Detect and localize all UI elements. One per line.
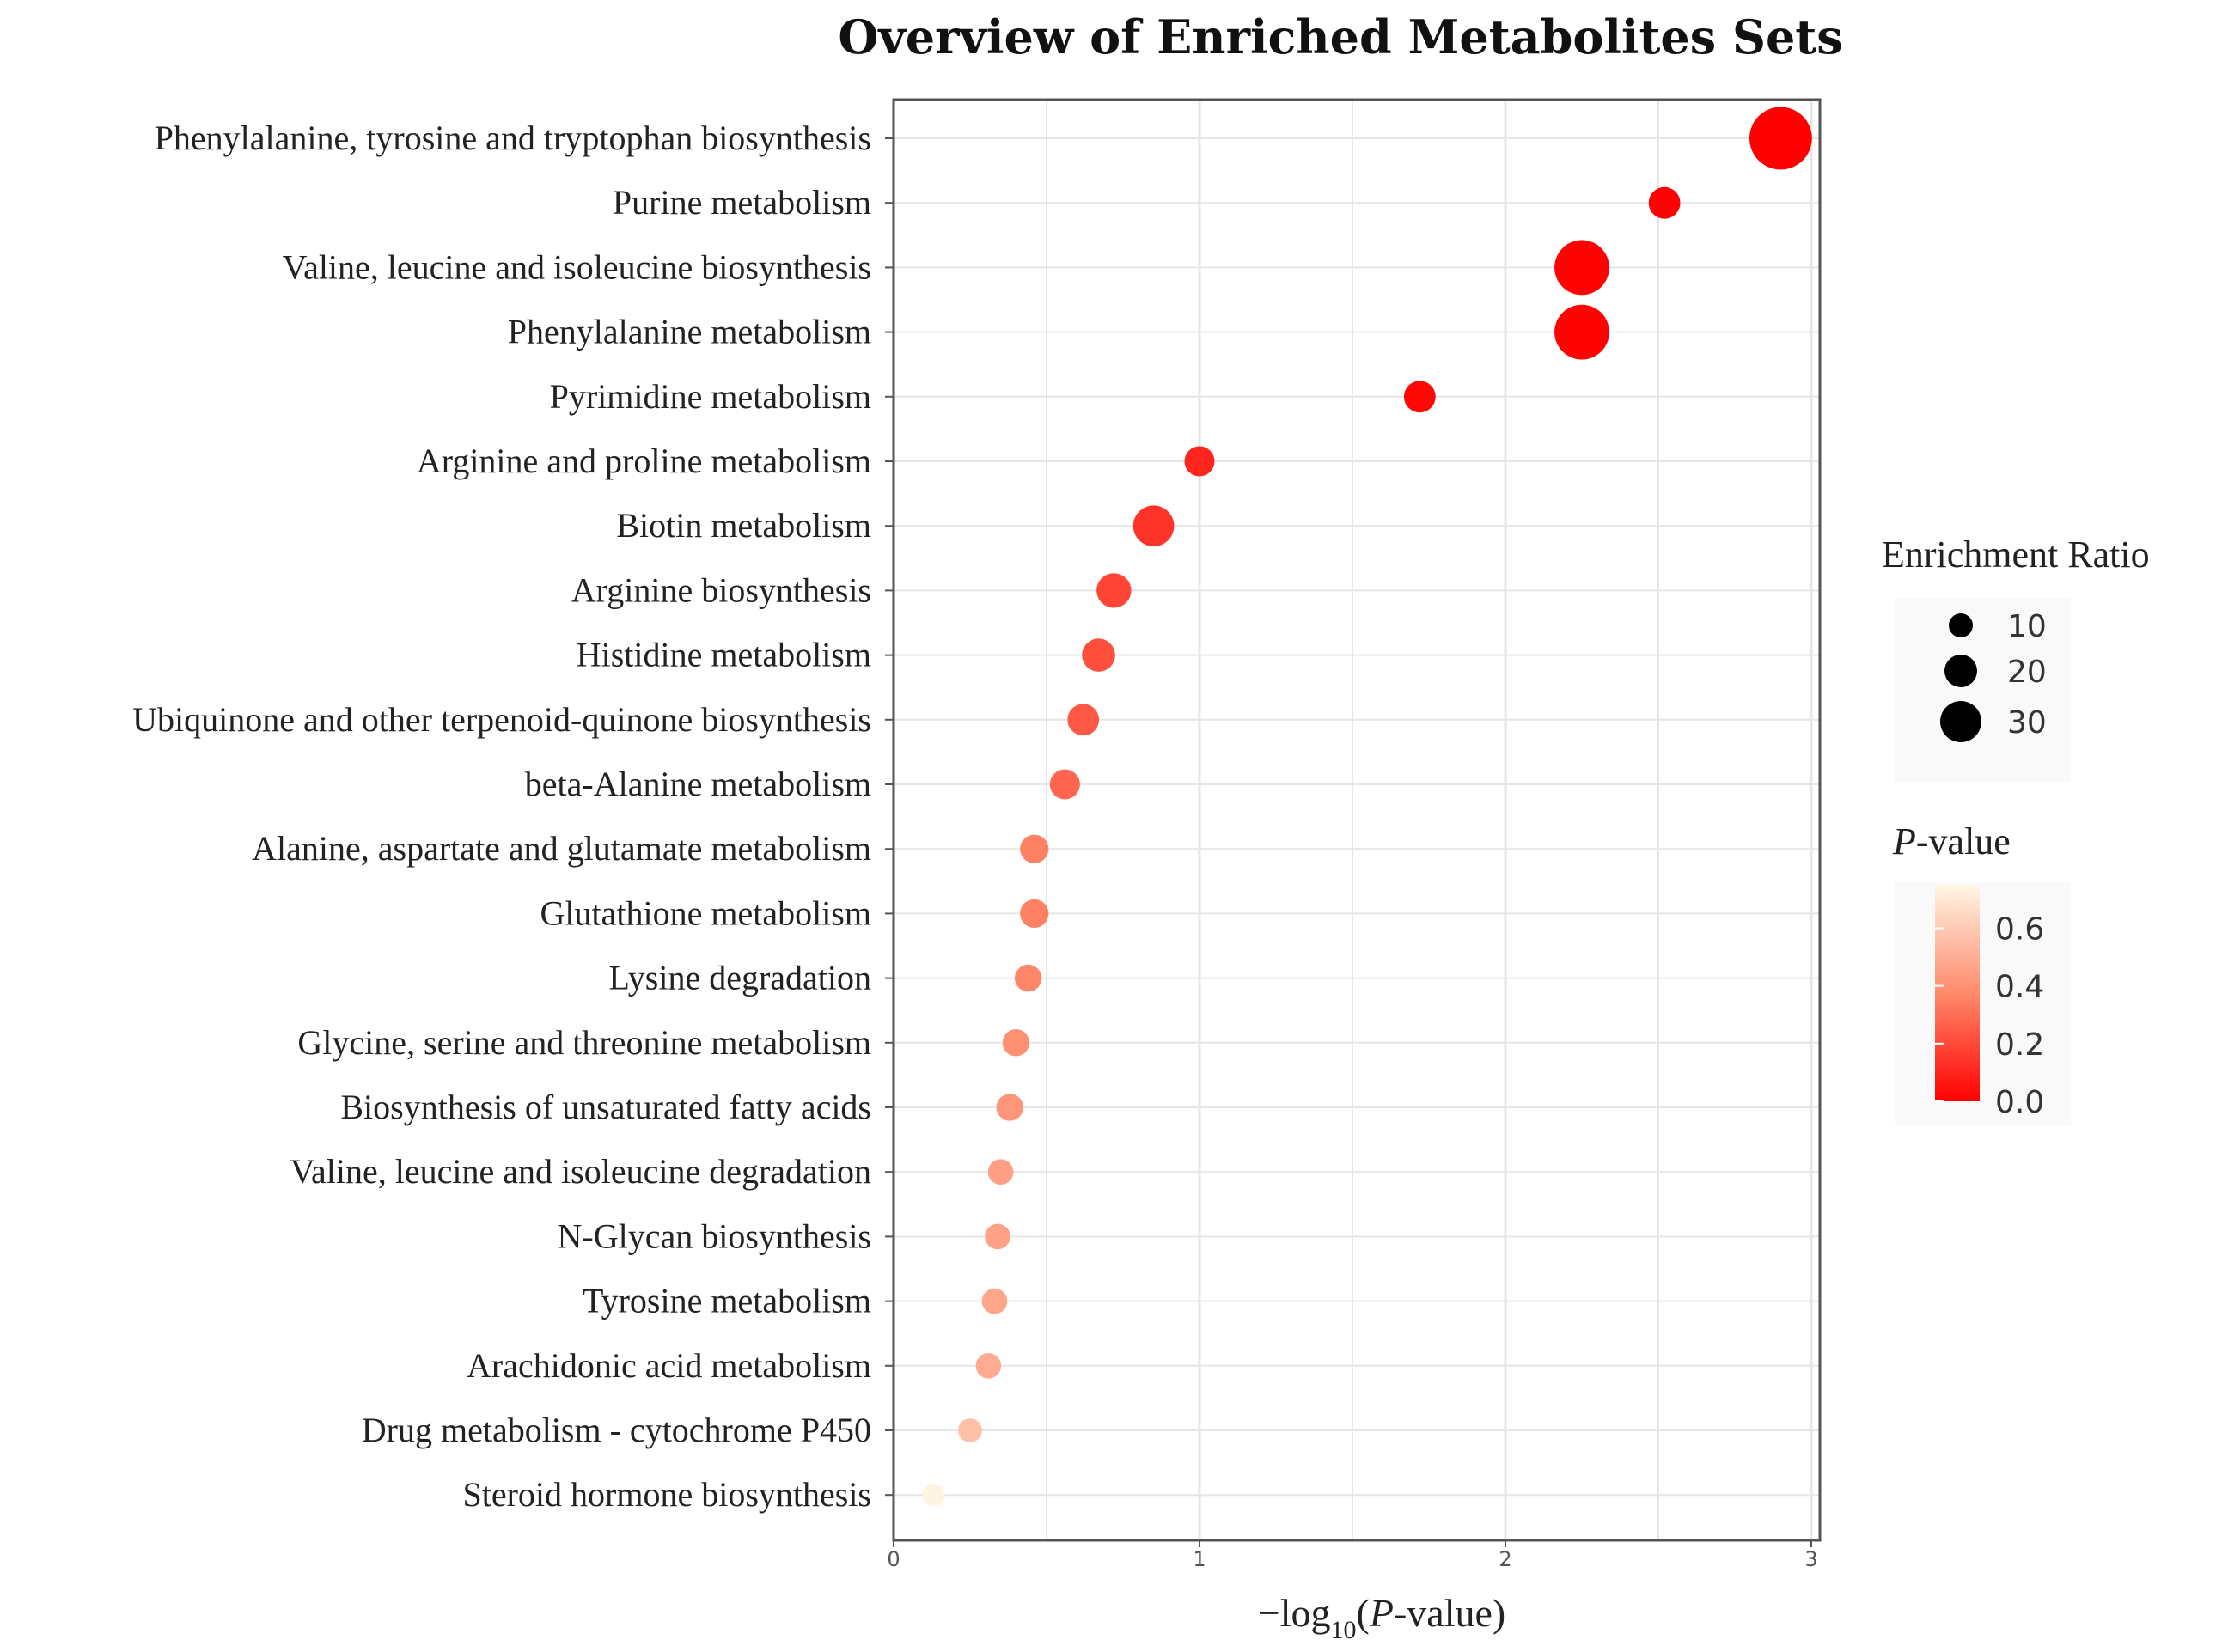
data-point bbox=[958, 1418, 982, 1442]
category-label: Drug metabolism - cytochrome P450 bbox=[362, 1411, 871, 1449]
category-label: Phenylalanine, tyrosine and tryptophan b… bbox=[155, 119, 871, 157]
category-label: Biotin metabolism bbox=[616, 506, 871, 545]
size-legend-dot bbox=[1940, 701, 1981, 742]
data-points bbox=[922, 107, 1812, 1507]
data-point bbox=[1184, 446, 1215, 477]
colorbar-label: 0.2 bbox=[1995, 1027, 2044, 1063]
colorbar-label: 0.4 bbox=[1995, 970, 2044, 1005]
plot-area bbox=[892, 98, 1822, 1542]
data-point bbox=[975, 1353, 1002, 1379]
data-point bbox=[1067, 704, 1100, 736]
category-label: N-Glycan biosynthesis bbox=[557, 1216, 871, 1255]
data-point bbox=[985, 1223, 1010, 1250]
category-label: Glycine, serine and threonine metabolism bbox=[297, 1023, 871, 1062]
category-label: Purine metabolism bbox=[613, 183, 871, 222]
size-legend-label: 30 bbox=[2007, 705, 2047, 741]
data-point bbox=[1554, 240, 1609, 296]
x-tick-label: 0 bbox=[887, 1547, 900, 1571]
color-legend-title: P-value bbox=[1892, 820, 2011, 863]
size-legend-dot bbox=[1949, 613, 1973, 637]
category-label: Biosynthesis of unsaturated fatty acids bbox=[340, 1088, 871, 1126]
p-value-colorbar bbox=[1935, 885, 1980, 1101]
category-label: Arginine and proline metabolism bbox=[417, 442, 871, 480]
colorbar-label: 0.0 bbox=[1995, 1085, 2044, 1120]
axis-ticks: 0 1 2 3 Phenylalanine, tyrosine and tryptoph… bbox=[132, 119, 1817, 1571]
data-point bbox=[1403, 381, 1436, 413]
x-axis-title: −log10(P-value) bbox=[1258, 1591, 1505, 1644]
data-point bbox=[1020, 834, 1049, 863]
category-label: Tyrosine metabolism bbox=[583, 1282, 871, 1320]
category-label: Valine, leucine and isoleucine biosynthe… bbox=[283, 247, 871, 286]
category-label: Arginine biosynthesis bbox=[571, 570, 871, 609]
category-label: Ubiquinone and other terpenoid-quinone b… bbox=[132, 700, 871, 739]
category-label: Alanine, aspartate and glutamate metabol… bbox=[252, 829, 871, 868]
data-point bbox=[996, 1094, 1023, 1121]
grid bbox=[894, 100, 1820, 1540]
data-point bbox=[1082, 638, 1115, 672]
size-legend-dot bbox=[1944, 655, 1977, 687]
data-point bbox=[1132, 505, 1175, 546]
category-label: Pyrimidine metabolism bbox=[550, 377, 871, 416]
colorbar-label: 0.6 bbox=[1995, 911, 2044, 947]
data-point bbox=[1749, 107, 1812, 170]
category-label: Arachidonic acid metabolism bbox=[467, 1346, 871, 1385]
category-label: Glutathione metabolism bbox=[540, 893, 872, 932]
size-legend: Enrichment Ratio 10 20 30 bbox=[1882, 533, 2150, 782]
data-point bbox=[1554, 304, 1609, 360]
category-label: Histidine metabolism bbox=[577, 636, 871, 674]
data-point bbox=[1020, 899, 1049, 928]
data-point bbox=[1096, 573, 1132, 608]
data-point bbox=[1049, 769, 1080, 800]
x-tick-label: 3 bbox=[1804, 1547, 1817, 1571]
x-tick-label: 2 bbox=[1499, 1547, 1511, 1571]
x-tick-label: 1 bbox=[1193, 1547, 1206, 1571]
data-point bbox=[1014, 964, 1042, 992]
size-legend-label: 10 bbox=[2007, 609, 2047, 644]
data-point bbox=[1002, 1029, 1030, 1057]
category-label: Lysine degradation bbox=[609, 959, 871, 997]
chart-title: Overview of Enriched Metabolites Sets bbox=[838, 9, 1842, 64]
color-legend: P-value 0.6 0.4 0.2 0.0 bbox=[1892, 820, 2071, 1125]
data-point bbox=[922, 1484, 945, 1507]
category-label: Steroid hormone biosynthesis bbox=[462, 1475, 871, 1514]
category-label: Valine, leucine and isoleucine degradati… bbox=[290, 1152, 871, 1191]
data-point bbox=[981, 1288, 1008, 1314]
data-point bbox=[1648, 186, 1681, 219]
category-label: beta-Alanine metabolism bbox=[525, 765, 871, 803]
size-legend-label: 20 bbox=[2007, 655, 2047, 690]
size-legend-title: Enrichment Ratio bbox=[1882, 533, 2150, 576]
category-label: Phenylalanine metabolism bbox=[508, 313, 871, 351]
data-point bbox=[987, 1159, 1014, 1185]
